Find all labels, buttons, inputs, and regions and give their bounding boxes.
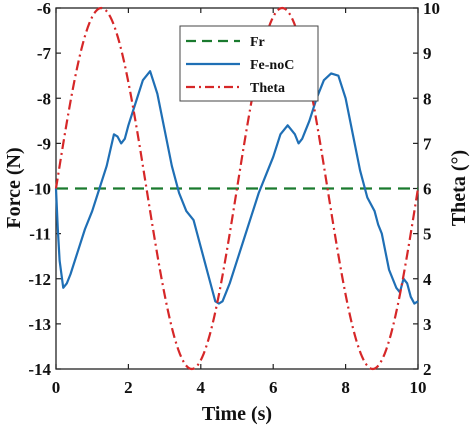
legend-label-fr: Fr	[250, 35, 265, 50]
legend-label-theta: Theta	[250, 81, 285, 96]
x-tick-label: 2	[124, 378, 133, 397]
y-right-tick-label: 2	[423, 360, 432, 379]
y-left-tick-label: -10	[28, 180, 51, 199]
y-left-tick-label: -13	[28, 315, 51, 334]
y-right-tick-label: 8	[423, 89, 432, 108]
x-tick-label: 10	[410, 378, 427, 397]
y-left-tick-label: -8	[37, 89, 51, 108]
x-tick-label: 4	[197, 378, 206, 397]
y-right-tick-label: 4	[423, 270, 432, 289]
y-right-tick-label: 7	[423, 134, 432, 153]
x-tick-group: 0 2 4 6 8 10	[52, 8, 427, 397]
y-left-axis-label: Force (N)	[3, 147, 25, 228]
x-axis-label: Time (s)	[202, 403, 272, 425]
y-left-tick-label: -9	[37, 134, 51, 153]
y-right-tick-label: 10	[423, 0, 440, 18]
x-tick-label: 8	[341, 378, 350, 397]
y-right-tick-label: 9	[423, 44, 432, 63]
y-left-tick-label: -11	[29, 225, 51, 244]
y-left-tick-label: -6	[37, 0, 51, 18]
y-left-tick-label: -14	[28, 360, 51, 379]
x-tick-label: 0	[52, 378, 61, 397]
series-line-fe-noc	[54, 70, 419, 305]
y-right-tick-label: 5	[423, 225, 432, 244]
legend-label-fe-noc: Fe-noC	[250, 58, 294, 73]
y-left-tick-label: -7	[37, 44, 52, 63]
y-right-tick-label: 6	[423, 180, 432, 199]
y-left-tick-label: -12	[28, 270, 51, 289]
series-layer	[54, 6, 420, 371]
y-left-tick-group: -14 -13 -12 -11 -10 -9 -8 -7 -6	[28, 0, 61, 379]
y-right-tick-group: 2 3 4 5 6 7 8 9 10	[413, 0, 440, 379]
y-right-axis-label: Theta (°)	[448, 150, 470, 226]
y-right-tick-label: 3	[423, 315, 432, 334]
x-tick-label: 6	[269, 378, 278, 397]
legend: Fr Fe-noC Theta	[179, 25, 319, 102]
